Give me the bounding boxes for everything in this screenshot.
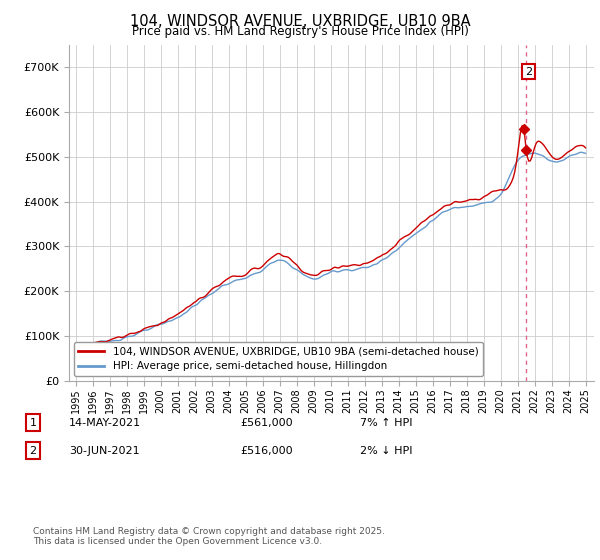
Text: £561,000: £561,000 — [240, 418, 293, 428]
Text: 2: 2 — [29, 446, 37, 456]
Text: 104, WINDSOR AVENUE, UXBRIDGE, UB10 9BA: 104, WINDSOR AVENUE, UXBRIDGE, UB10 9BA — [130, 14, 470, 29]
Text: £516,000: £516,000 — [240, 446, 293, 456]
Text: Contains HM Land Registry data © Crown copyright and database right 2025.
This d: Contains HM Land Registry data © Crown c… — [33, 526, 385, 546]
Text: 7% ↑ HPI: 7% ↑ HPI — [360, 418, 413, 428]
Text: 30-JUN-2021: 30-JUN-2021 — [69, 446, 140, 456]
Text: 14-MAY-2021: 14-MAY-2021 — [69, 418, 141, 428]
Text: 2% ↓ HPI: 2% ↓ HPI — [360, 446, 413, 456]
Legend: 104, WINDSOR AVENUE, UXBRIDGE, UB10 9BA (semi-detached house), HPI: Average pric: 104, WINDSOR AVENUE, UXBRIDGE, UB10 9BA … — [74, 342, 482, 376]
Text: Price paid vs. HM Land Registry's House Price Index (HPI): Price paid vs. HM Land Registry's House … — [131, 25, 469, 38]
Text: 2: 2 — [525, 67, 532, 77]
Text: 1: 1 — [29, 418, 37, 428]
